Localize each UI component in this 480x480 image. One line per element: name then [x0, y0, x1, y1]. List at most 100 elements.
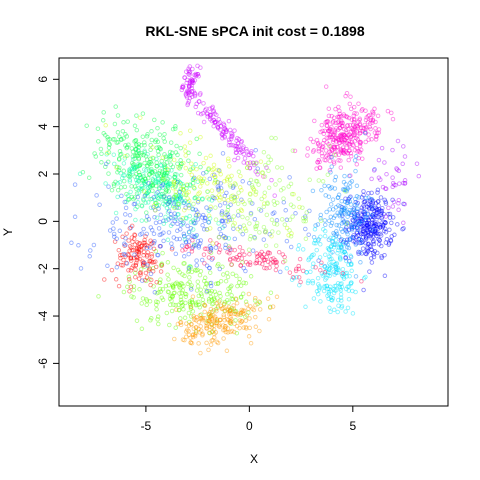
data-point — [154, 215, 160, 220]
data-point — [383, 220, 388, 226]
data-point — [198, 184, 203, 189]
data-point — [181, 200, 186, 206]
data-point — [233, 182, 238, 187]
data-point — [156, 290, 161, 295]
data-point — [330, 119, 336, 124]
data-point — [192, 195, 198, 201]
data-point — [247, 166, 253, 171]
data-point — [221, 336, 226, 341]
data-point — [134, 260, 139, 266]
data-point — [179, 299, 185, 305]
data-point — [147, 276, 152, 282]
data-point — [313, 223, 318, 228]
data-point — [334, 144, 340, 150]
data-point — [191, 313, 196, 319]
data-point — [154, 203, 160, 208]
data-point — [349, 139, 355, 145]
data-point — [211, 117, 216, 123]
data-point — [344, 200, 350, 206]
data-point — [136, 157, 142, 162]
data-point — [362, 198, 368, 204]
data-point — [179, 193, 184, 199]
data-point — [339, 221, 345, 226]
data-point — [336, 245, 342, 251]
data-point — [187, 70, 192, 75]
data-point — [189, 249, 195, 254]
data-point — [189, 172, 195, 178]
data-point — [198, 111, 204, 117]
data-point — [328, 284, 333, 289]
data-point — [363, 195, 369, 201]
data-point — [201, 176, 207, 181]
data-point — [150, 145, 155, 150]
data-point — [156, 175, 161, 181]
data-point — [306, 278, 311, 284]
data-point — [210, 194, 215, 199]
data-point — [208, 280, 214, 286]
data-point — [359, 108, 364, 113]
data-point — [274, 259, 280, 265]
data-point — [363, 217, 369, 223]
data-point — [127, 279, 132, 284]
data-point — [365, 220, 370, 225]
data-point — [400, 180, 406, 186]
data-point — [141, 189, 147, 194]
data-point — [378, 231, 383, 237]
data-point — [221, 233, 226, 239]
data-point — [241, 265, 246, 271]
data-point — [196, 99, 202, 104]
data-point — [327, 261, 332, 266]
data-point — [382, 226, 388, 232]
data-point — [161, 177, 166, 183]
data-point — [198, 176, 203, 181]
data-point — [172, 336, 177, 342]
data-point — [160, 177, 166, 182]
data-point — [211, 296, 216, 301]
data-point — [331, 245, 337, 250]
data-point — [334, 148, 339, 154]
data-point — [156, 144, 162, 150]
data-point — [127, 248, 132, 254]
data-point — [212, 298, 218, 303]
data-point — [238, 147, 243, 153]
data-point — [175, 178, 181, 183]
data-point — [369, 202, 374, 208]
data-point — [327, 128, 332, 134]
data-point — [365, 222, 370, 227]
data-point — [368, 115, 374, 121]
data-point — [212, 314, 218, 320]
data-point — [336, 247, 341, 253]
data-point — [388, 238, 394, 244]
data-point — [362, 210, 367, 215]
data-point — [320, 273, 326, 278]
data-point — [339, 244, 344, 249]
data-point — [350, 234, 356, 240]
data-point — [315, 222, 321, 227]
data-point — [266, 250, 271, 255]
data-point — [173, 214, 178, 220]
data-point — [323, 269, 329, 274]
data-point — [254, 160, 259, 165]
data-point — [350, 217, 355, 223]
data-point — [246, 334, 252, 339]
data-point — [227, 308, 233, 313]
data-point — [357, 128, 363, 134]
data-point — [296, 266, 302, 272]
data-point — [252, 236, 258, 241]
data-point — [315, 238, 321, 243]
data-point — [202, 302, 207, 308]
data-point — [195, 217, 201, 222]
data-point — [247, 191, 253, 196]
data-point — [236, 169, 242, 175]
data-point — [363, 124, 369, 130]
data-point — [222, 200, 228, 206]
data-point — [113, 104, 118, 109]
data-point — [190, 309, 196, 314]
data-point — [174, 179, 180, 185]
data-point — [284, 238, 290, 244]
data-point — [144, 218, 149, 223]
data-point — [374, 130, 380, 136]
data-point — [168, 223, 174, 228]
data-point — [163, 171, 168, 177]
data-point — [379, 208, 384, 213]
